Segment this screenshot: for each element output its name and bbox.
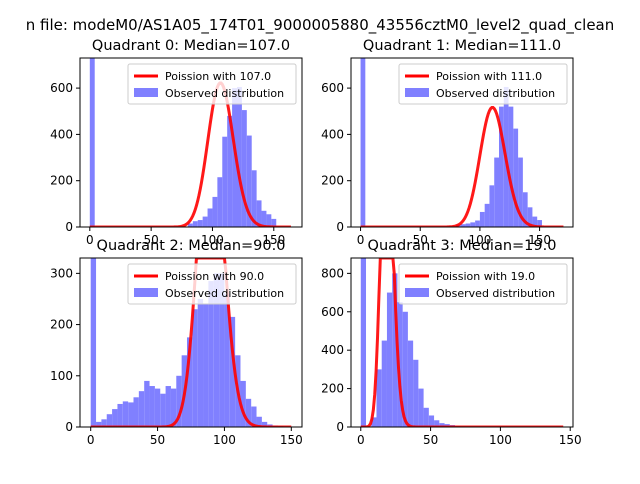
histogram-bar — [123, 401, 128, 427]
y-tick-label: 200 — [50, 174, 73, 188]
histogram-bar — [155, 389, 160, 427]
subplot-2: 0 50 100 150 0 100 200 300 Quadrant 2: Median=90… — [50, 238, 303, 447]
histogram-bar — [429, 415, 434, 427]
y-tick-label: 400 — [321, 127, 344, 141]
y-tick-label: 0 — [65, 420, 73, 434]
x-tick-label: 0 — [357, 433, 365, 447]
histogram-bar — [208, 208, 213, 227]
subplot-title: Quadrant 0: Median=107.0 — [92, 38, 290, 54]
y-tick-label: 200 — [321, 382, 344, 396]
legend-hist-swatch — [405, 288, 429, 297]
histogram-bar — [112, 409, 117, 427]
histogram-bar — [144, 381, 149, 427]
legend-hist-label: Observed distribution — [436, 87, 555, 100]
legend-fit-label: Poission with 90.0 — [165, 270, 264, 283]
histogram-bar — [91, 258, 96, 427]
histogram-bar — [480, 212, 485, 227]
histogram-bar — [192, 309, 197, 427]
y-tick-label: 100 — [50, 369, 73, 383]
x-tick-label: 150 — [559, 433, 582, 447]
histogram-bar — [485, 204, 490, 227]
subplot-title: Quadrant 3: Median=19.0 — [368, 238, 557, 254]
y-tick-label: 0 — [65, 220, 73, 234]
subplot-title: Quadrant 1: Median=111.0 — [363, 38, 561, 54]
legend-fit-label: Poission with 107.0 — [165, 70, 271, 83]
legend-hist-label: Observed distribution — [165, 87, 284, 100]
histogram-bar — [424, 408, 429, 427]
histogram-bar — [117, 404, 122, 427]
legend-hist-swatch — [405, 88, 429, 97]
histogram-bar — [466, 224, 471, 227]
histogram-bar — [376, 369, 381, 427]
poisson-fit-line — [361, 108, 564, 227]
histogram-bar — [361, 258, 366, 427]
histogram-bar — [160, 394, 165, 427]
histogram-bar — [470, 222, 475, 227]
histogram-bar — [266, 214, 271, 227]
histogram-bar — [475, 221, 480, 227]
subplot-title: Quadrant 2: Median=90.0 — [97, 238, 286, 254]
legend-hist-swatch — [134, 288, 158, 297]
legend-fit-label: Poission with 19.0 — [436, 270, 535, 283]
histogram-bar — [387, 293, 392, 427]
legend-fit-label: Poission with 111.0 — [436, 70, 542, 83]
histogram-bar — [361, 58, 366, 227]
x-tick-label: 50 — [423, 433, 438, 447]
histogram-bar — [139, 391, 144, 427]
y-tick-label: 400 — [50, 127, 73, 141]
histogram-bar — [413, 360, 418, 427]
histogram-bar — [382, 341, 387, 427]
histogram-bar — [217, 177, 222, 227]
y-tick-label: 200 — [321, 174, 344, 188]
histogram-bar — [198, 220, 203, 227]
histogram-bar — [203, 217, 208, 227]
histogram-bar — [418, 389, 423, 427]
legend-hist-label: Observed distribution — [436, 287, 555, 300]
y-tick-label: 200 — [50, 318, 73, 332]
histogram-bar — [509, 107, 514, 227]
y-tick-label: 800 — [321, 266, 344, 280]
histogram-bar — [212, 197, 217, 227]
figure-suptitle: n file: modeM0/AS1A05_174T01_9000005880_… — [26, 16, 615, 35]
x-tick-label: 100 — [213, 433, 236, 447]
histogram-bar — [494, 158, 499, 227]
x-tick-label: 0 — [86, 233, 94, 247]
legend-hist-swatch — [134, 88, 158, 97]
histogram-bar — [489, 185, 494, 227]
histogram-bar — [133, 397, 138, 427]
legend-hist-label: Observed distribution — [165, 287, 284, 300]
histogram-bar — [237, 87, 242, 227]
y-tick-label: 600 — [321, 81, 344, 95]
x-tick-label: 50 — [150, 433, 165, 447]
y-tick-label: 600 — [50, 81, 73, 95]
histogram-bar — [222, 137, 227, 227]
histogram-bar — [150, 386, 155, 427]
x-tick-label: 100 — [489, 433, 512, 447]
y-tick-label: 600 — [321, 305, 344, 319]
y-tick-label: 400 — [321, 343, 344, 357]
histogram-bar — [90, 58, 95, 227]
x-tick-label: 0 — [357, 233, 365, 247]
y-tick-label: 0 — [336, 420, 344, 434]
histogram-bar — [198, 299, 203, 427]
y-tick-label: 0 — [336, 220, 344, 234]
histogram-bar — [193, 221, 198, 227]
histogram-bar — [166, 386, 171, 427]
histogram-bar — [408, 341, 413, 427]
subplot-3: 0 50 100 150 0 200 400 600 800 Quadrant 3: Median… — [321, 238, 582, 447]
histogram-bar — [107, 414, 112, 427]
histogram-bar — [128, 402, 133, 427]
histogram-bar — [203, 304, 208, 427]
x-tick-label: 150 — [280, 433, 303, 447]
y-tick-label: 300 — [50, 266, 73, 280]
x-tick-label: 0 — [87, 433, 95, 447]
